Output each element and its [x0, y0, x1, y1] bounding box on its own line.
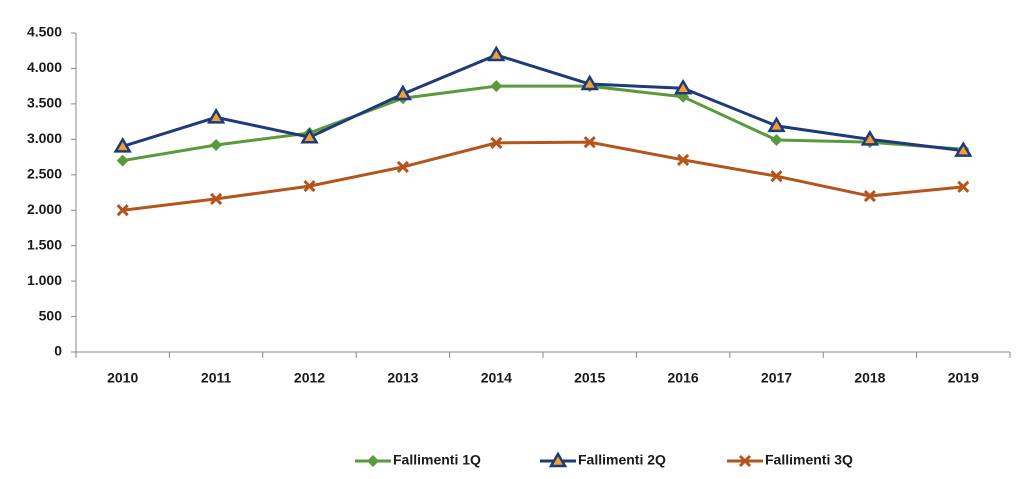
marker: [113, 136, 132, 153]
marker: [548, 451, 568, 468]
marker: [957, 180, 970, 193]
x-tick-label: 2019: [948, 370, 979, 386]
marker: [490, 136, 503, 149]
marker: [396, 160, 409, 174]
legend-item: Fallimenti 1Q: [355, 452, 481, 468]
y-tick-label: 3.500: [27, 95, 62, 111]
series-line: [122, 140, 964, 212]
marker: [490, 80, 503, 93]
marker: [116, 154, 129, 167]
marker: [116, 204, 129, 217]
x-tick-label: 2015: [574, 370, 605, 386]
legend-item: Fallimenti 2Q: [540, 451, 666, 468]
y-tick-label: 1.000: [27, 272, 62, 288]
marker: [367, 455, 379, 467]
marker: [738, 454, 752, 468]
marker: [863, 189, 876, 203]
legend-item: Fallimenti 3Q: [727, 452, 853, 468]
legend-label: Fallimenti 2Q: [578, 452, 666, 468]
y-tick-label: 3.000: [27, 130, 62, 146]
marker: [580, 74, 599, 91]
y-tick-label: 4.500: [27, 24, 62, 40]
x-tick-label: 2017: [761, 370, 792, 386]
marker: [860, 129, 880, 146]
y-tick-label: 0: [54, 343, 62, 359]
marker: [210, 139, 223, 152]
legend-label: Fallimenti 3Q: [765, 452, 853, 468]
series-line: [122, 53, 964, 153]
marker: [677, 153, 690, 166]
marker: [583, 136, 596, 149]
y-tick-label: 2.000: [27, 201, 62, 217]
marker: [487, 45, 506, 62]
x-tick-label: 2014: [481, 370, 512, 386]
x-tick-label: 2012: [294, 370, 325, 386]
marker: [954, 141, 973, 157]
x-tick-label: 2013: [387, 370, 418, 386]
marker: [770, 170, 783, 183]
marker: [770, 134, 783, 147]
marker: [673, 78, 693, 95]
y-tick-label: 2.500: [27, 165, 62, 181]
marker: [300, 127, 319, 144]
x-tick-label: 2018: [854, 370, 885, 386]
y-tick-label: 4.000: [27, 59, 62, 75]
x-tick-label: 2016: [668, 370, 699, 386]
marker: [393, 84, 413, 101]
marker: [210, 192, 223, 205]
x-tick-label: 2010: [107, 370, 138, 386]
legend-label: Fallimenti 1Q: [393, 452, 481, 468]
marker: [303, 180, 316, 193]
series-line: [122, 84, 964, 163]
y-tick-label: 1.500: [27, 236, 62, 252]
y-tick-label: 500: [39, 307, 63, 323]
marker: [206, 107, 226, 124]
marker: [767, 116, 786, 133]
x-tick-label: 2011: [201, 370, 232, 386]
